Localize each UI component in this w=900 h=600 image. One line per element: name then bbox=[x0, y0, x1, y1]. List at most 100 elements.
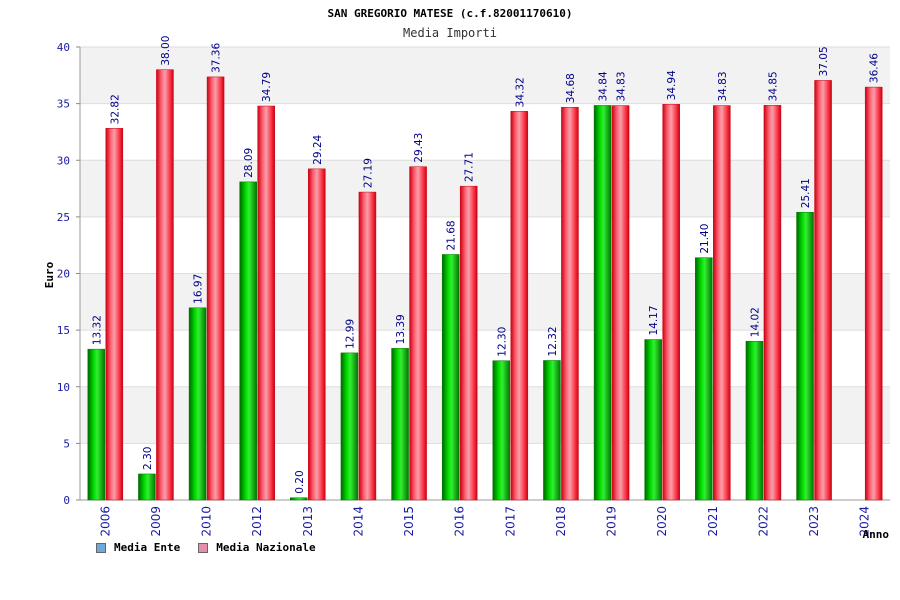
plot-area: 0 5 10 15 20 25 30 35 40 13.32 32.82 2006 2.30 38.00 2… bbox=[57, 36, 890, 537]
y-tick-label: 15 bbox=[57, 324, 70, 337]
x-axis-label: Anno bbox=[863, 528, 890, 541]
data-label-media-nazionale: 34.32 bbox=[514, 77, 526, 107]
bar-media-nazionale bbox=[257, 105, 275, 501]
bar-media-ente bbox=[745, 340, 764, 501]
data-label-media-nazionale: 37.36 bbox=[211, 43, 223, 73]
x-tick-label: 2014 bbox=[351, 506, 365, 537]
data-label-media-ente: 12.32 bbox=[547, 326, 559, 356]
data-label-media-ente: 13.32 bbox=[91, 315, 103, 345]
x-tick-label: 2006 bbox=[98, 506, 112, 537]
data-label-media-nazionale: 37.05 bbox=[818, 46, 830, 76]
data-label-media-ente: 21.68 bbox=[446, 220, 458, 250]
data-label-media-nazionale: 29.43 bbox=[413, 133, 425, 163]
legend-item-ente: Media Ente bbox=[96, 541, 180, 554]
x-tick-label: 2018 bbox=[554, 506, 568, 537]
bar-media-nazionale bbox=[409, 166, 427, 501]
bar-media-ente bbox=[290, 497, 308, 501]
x-tick-label: 2020 bbox=[655, 506, 669, 537]
data-label-media-nazionale: 34.83 bbox=[616, 71, 628, 101]
data-label-media-ente: 34.84 bbox=[598, 71, 610, 101]
legend: Media Ente Media Nazionale bbox=[96, 541, 316, 554]
data-label-media-ente: 14.02 bbox=[749, 307, 761, 337]
data-label-media-nazionale: 34.83 bbox=[717, 71, 729, 101]
y-tick-label: 30 bbox=[57, 154, 70, 167]
bar-media-nazionale bbox=[105, 128, 124, 501]
x-tick-label: 2009 bbox=[149, 506, 163, 537]
y-tick-label: 10 bbox=[57, 381, 70, 394]
x-tick-label: 2021 bbox=[706, 506, 720, 537]
bar-media-ente bbox=[239, 181, 257, 501]
bar-media-nazionale bbox=[358, 191, 377, 501]
x-tick-label: 2024 bbox=[858, 506, 872, 537]
y-tick-label: 0 bbox=[63, 494, 70, 507]
x-tick-label: 2015 bbox=[402, 506, 416, 537]
x-tick-label: 2013 bbox=[301, 506, 315, 537]
bar-media-ente bbox=[644, 339, 662, 501]
x-tick-label: 2010 bbox=[200, 506, 214, 537]
bar-media-ente bbox=[492, 360, 511, 501]
bar-media-nazionale bbox=[814, 80, 832, 501]
y-axis-label: Euro bbox=[43, 261, 56, 288]
bar-media-nazionale bbox=[510, 111, 529, 501]
x-tick-label: 2012 bbox=[250, 506, 264, 537]
data-label-media-nazionale: 34.94 bbox=[666, 70, 678, 100]
data-label-media-nazionale: 34.79 bbox=[261, 72, 273, 102]
data-label-media-ente: 16.97 bbox=[193, 274, 205, 304]
bar-media-ente bbox=[391, 348, 409, 501]
x-tick-label: 2022 bbox=[756, 506, 770, 537]
data-label-media-ente: 13.39 bbox=[395, 314, 407, 344]
bar-media-nazionale bbox=[308, 168, 326, 501]
y-tick-label: 40 bbox=[57, 41, 70, 54]
bar-media-ente bbox=[593, 105, 612, 501]
y-tick-label: 5 bbox=[63, 437, 70, 450]
y-tick-label: 35 bbox=[57, 98, 70, 111]
bar-media-nazionale bbox=[611, 105, 630, 501]
data-label-media-ente: 28.09 bbox=[243, 148, 255, 178]
x-tick-label: 2019 bbox=[605, 506, 619, 537]
data-label-media-nazionale: 34.68 bbox=[565, 73, 577, 103]
data-label-media-nazionale: 32.82 bbox=[109, 94, 121, 124]
data-label-media-nazionale: 29.24 bbox=[312, 134, 324, 164]
chart-title: SAN GREGORIO MATESE (c.f.82001170610) bbox=[327, 7, 572, 20]
data-label-media-nazionale: 27.71 bbox=[464, 152, 476, 182]
x-tick-label: 2023 bbox=[807, 506, 821, 537]
bar-media-nazionale bbox=[864, 86, 883, 501]
bar-media-nazionale bbox=[459, 185, 478, 501]
data-label-media-ente: 12.99 bbox=[344, 319, 356, 349]
y-tick-label: 25 bbox=[57, 211, 70, 224]
bar-media-ente bbox=[87, 348, 106, 501]
bar-media-nazionale bbox=[713, 105, 731, 501]
data-label-media-ente: 25.41 bbox=[800, 178, 812, 208]
y-tick-label: 20 bbox=[57, 268, 70, 281]
data-label-media-nazionale: 38.00 bbox=[160, 36, 172, 66]
legend-label-ente: Media Ente bbox=[114, 541, 181, 554]
bar-media-ente bbox=[188, 307, 207, 501]
x-tick-label: 2016 bbox=[453, 506, 467, 537]
bar-media-nazionale bbox=[763, 105, 782, 501]
bar-media-nazionale bbox=[156, 69, 174, 501]
bar-media-ente bbox=[796, 211, 814, 501]
data-label-media-ente: 21.40 bbox=[699, 224, 711, 254]
bar-media-ente bbox=[543, 360, 561, 501]
legend-swatch-ente bbox=[96, 542, 106, 553]
x-tick-label: 2017 bbox=[503, 506, 517, 537]
bar-media-ente bbox=[138, 473, 156, 501]
bar-media-nazionale bbox=[206, 76, 225, 501]
bar-media-nazionale bbox=[662, 104, 680, 501]
bar-media-ente bbox=[340, 352, 359, 501]
legend-label-nazionale: Media Nazionale bbox=[216, 541, 316, 554]
legend-swatch-nazionale bbox=[198, 542, 209, 553]
bar-media-ente bbox=[695, 257, 713, 501]
data-label-media-ente: 2.30 bbox=[142, 447, 154, 470]
bar-media-nazionale bbox=[561, 106, 579, 501]
chart-subtitle: Media Importi bbox=[403, 26, 497, 40]
data-label-media-nazionale: 34.85 bbox=[767, 71, 779, 101]
data-label-media-ente: 0.20 bbox=[294, 470, 306, 493]
legend-item-nazionale: Media Nazionale bbox=[198, 541, 316, 554]
data-label-media-nazionale: 36.46 bbox=[869, 53, 881, 83]
bar-media-ente bbox=[441, 254, 460, 501]
data-label-media-ente: 12.30 bbox=[496, 327, 508, 357]
data-label-media-nazionale: 27.19 bbox=[362, 158, 374, 188]
data-label-media-ente: 14.17 bbox=[648, 305, 660, 335]
